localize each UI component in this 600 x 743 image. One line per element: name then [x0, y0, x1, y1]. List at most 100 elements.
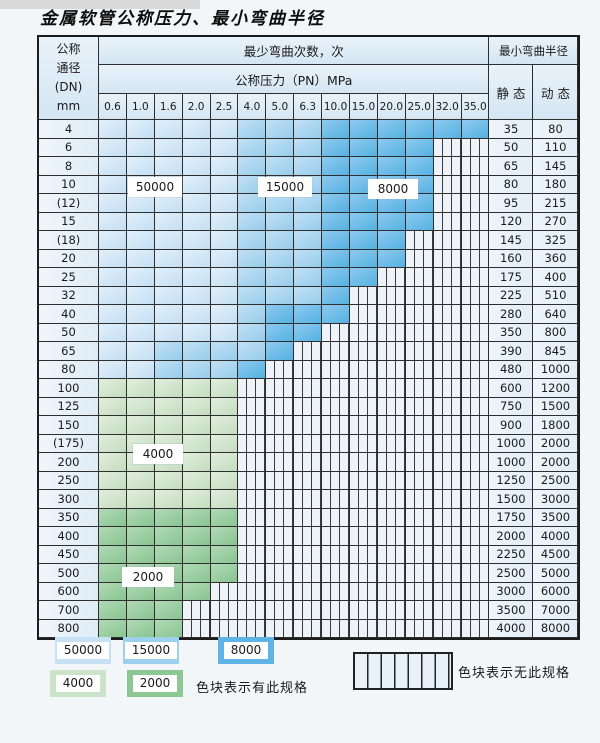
spec-cell-no-spec	[461, 231, 490, 250]
spec-cell-no-spec	[377, 434, 406, 453]
pressure-col-header: 2.0	[182, 94, 211, 120]
spec-cell-no-spec	[433, 453, 462, 472]
static-value-cell: 95	[489, 194, 534, 213]
spec-cell-15000	[238, 138, 267, 157]
spec-cell-4000	[126, 416, 155, 435]
spec-cell-no-spec	[433, 471, 462, 490]
spec-cell-50000	[210, 194, 239, 213]
spec-cell-no-spec	[266, 619, 295, 638]
spec-cell-no-spec	[350, 434, 378, 453]
spec-cell-8000	[266, 323, 295, 342]
static-header: 静 态	[489, 65, 534, 120]
spec-cell-2000	[210, 564, 239, 583]
cycle-label: 50000	[128, 177, 182, 197]
spec-cell-15000	[294, 212, 323, 231]
spec-cell-no-spec	[322, 619, 351, 638]
spec-cell-no-spec	[294, 360, 323, 379]
dynamic-value-cell: 5000	[533, 564, 579, 583]
dn-cell: 450	[39, 545, 99, 564]
spec-cell-2000	[182, 564, 211, 583]
spec-cell-8000	[405, 157, 434, 176]
spec-cell-4000	[154, 490, 183, 509]
static-value-cell: 145	[489, 231, 534, 250]
spec-cell-no-spec	[238, 527, 267, 546]
legend-swatch-15000: 15000	[123, 637, 179, 664]
spec-cell-8000	[266, 342, 295, 361]
dynamic-value-cell: 1500	[533, 397, 579, 416]
static-value-cell: 2500	[489, 564, 534, 583]
spec-cell-no-spec	[433, 397, 462, 416]
static-value-cell: 1250	[489, 471, 534, 490]
spec-cell-15000	[294, 194, 323, 213]
spec-cell-50000	[126, 360, 155, 379]
spec-cell-2000	[126, 582, 155, 601]
spec-cell-15000	[266, 231, 295, 250]
spec-cell-no-spec	[461, 323, 490, 342]
spec-cell-no-spec	[461, 305, 490, 324]
dn-cell: 400	[39, 527, 99, 546]
static-value-cell: 1750	[489, 508, 534, 527]
spec-cell-no-spec	[210, 601, 239, 620]
spec-cell-8000	[322, 268, 351, 287]
spec-cell-15000	[238, 323, 267, 342]
spec-cell-no-spec	[350, 397, 378, 416]
spec-cell-4000	[126, 379, 155, 398]
spec-cell-no-spec	[294, 619, 323, 638]
spec-cell-no-spec	[238, 397, 267, 416]
spec-cell-no-spec	[294, 453, 323, 472]
spec-cell-no-spec	[238, 582, 267, 601]
spec-cell-no-spec	[377, 619, 406, 638]
spec-cell-50000	[126, 231, 155, 250]
spec-cell-no-spec	[461, 490, 490, 509]
spec-cell-50000	[99, 231, 127, 250]
spec-cell-15000	[294, 157, 323, 176]
dynamic-header: 动 态	[533, 65, 579, 120]
spec-cell-no-spec	[266, 397, 295, 416]
dynamic-value-cell: 510	[533, 286, 579, 305]
spec-cell-2000	[154, 508, 183, 527]
spec-cell-15000	[238, 231, 267, 250]
spec-cell-no-spec	[461, 453, 490, 472]
spec-cell-no-spec	[322, 360, 351, 379]
spec-cell-no-spec	[377, 508, 406, 527]
spec-cell-no-spec	[433, 379, 462, 398]
dynamic-value-cell: 270	[533, 212, 579, 231]
spec-cell-8000	[377, 157, 406, 176]
spec-cell-no-spec	[266, 545, 295, 564]
spec-cell-no-spec	[266, 471, 295, 490]
static-value-cell: 4000	[489, 619, 534, 638]
spec-cell-50000	[210, 231, 239, 250]
dn-cell: 700	[39, 601, 99, 620]
spec-cell-8000	[377, 212, 406, 231]
legend-swatch-label: 4000	[55, 675, 101, 692]
spec-cell-50000	[182, 138, 211, 157]
spec-cell-8000	[377, 249, 406, 268]
spec-cell-8000	[350, 231, 378, 250]
static-value-cell: 175	[489, 268, 534, 287]
dn-cell: 150	[39, 416, 99, 435]
spec-cell-4000	[154, 379, 183, 398]
spec-cell-no-spec	[461, 416, 490, 435]
static-value-cell: 35	[489, 120, 534, 139]
spec-cell-15000	[266, 157, 295, 176]
spec-cell-no-spec	[238, 545, 267, 564]
spec-cell-no-spec	[433, 619, 462, 638]
spec-cell-2000	[126, 508, 155, 527]
spec-cell-no-spec	[238, 379, 267, 398]
spec-cell-4000	[182, 471, 211, 490]
spec-cell-no-spec	[433, 490, 462, 509]
pressure-col-header: 2.5	[210, 94, 239, 120]
dn-cell: 500	[39, 564, 99, 583]
dynamic-value-cell: 4500	[533, 545, 579, 564]
spec-cell-50000	[99, 175, 127, 194]
spec-cell-no-spec	[322, 545, 351, 564]
spec-cell-no-spec	[322, 453, 351, 472]
spec-cell-no-spec	[266, 601, 295, 620]
static-value-cell: 2000	[489, 527, 534, 546]
pressure-col-header: 4.0	[238, 94, 267, 120]
pressure-header: 公称压力（PN）MPa	[99, 65, 490, 94]
spec-cell-no-spec	[405, 323, 434, 342]
spec-cell-no-spec	[433, 175, 462, 194]
dynamic-value-cell: 1800	[533, 416, 579, 435]
spec-cell-15000	[266, 138, 295, 157]
